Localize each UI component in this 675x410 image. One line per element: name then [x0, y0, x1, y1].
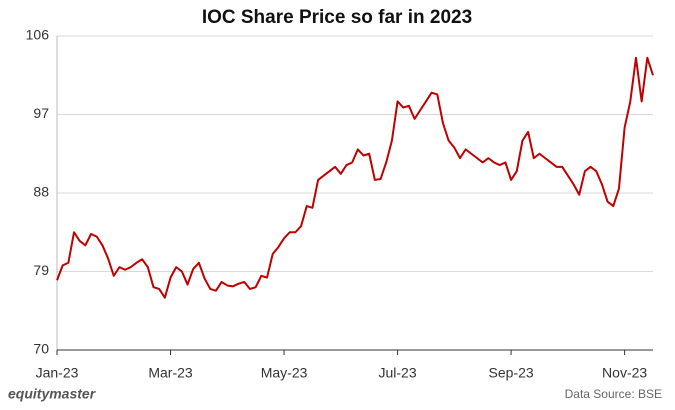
y-tick-label: 88	[33, 184, 49, 200]
y-tick-label: 79	[33, 262, 49, 278]
x-tick-label: Nov-23	[602, 365, 647, 381]
x-tick-label: Sep-23	[489, 365, 534, 381]
source: Data Source: BSE	[565, 387, 662, 401]
y-tick-label: 97	[33, 105, 49, 121]
y-tick-label: 70	[33, 341, 49, 357]
chart-title: IOC Share Price so far in 2023	[202, 7, 472, 28]
x-tick-label: Jan-23	[36, 365, 79, 381]
x-tick-label: Mar-23	[148, 365, 193, 381]
x-tick-label: Jul-23	[379, 365, 417, 381]
y-tick-label: 106	[26, 27, 50, 43]
price-line	[56, 56, 654, 299]
x-tick-label: May-23	[261, 365, 308, 381]
brand: equitymaster	[8, 386, 97, 402]
